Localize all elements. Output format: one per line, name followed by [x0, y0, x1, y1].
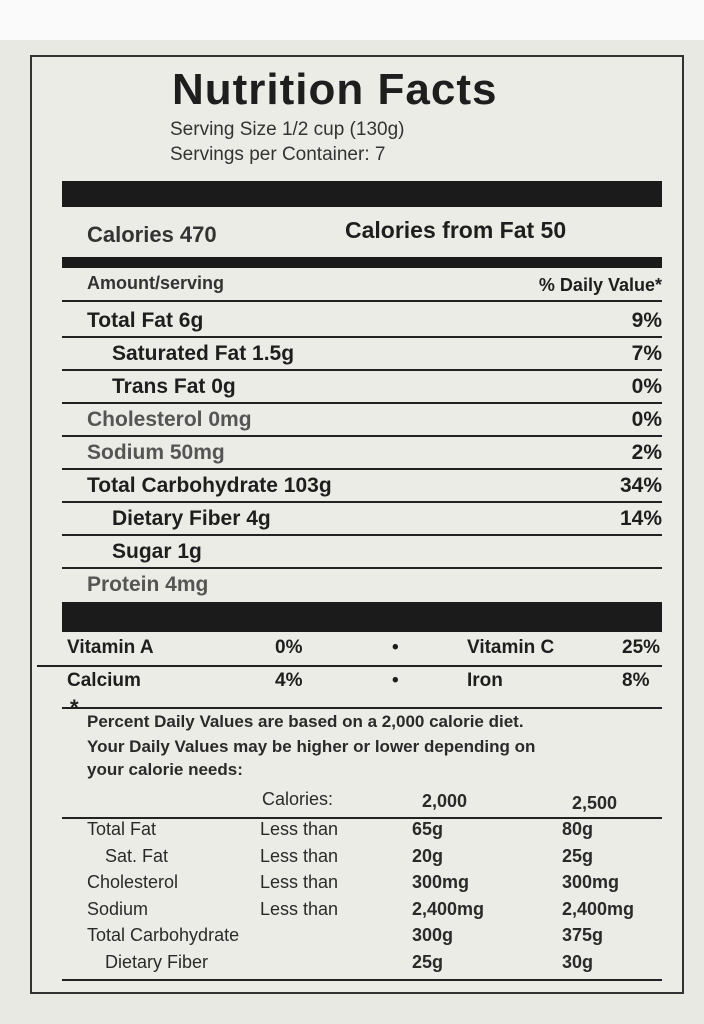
ref-v1: 20g: [412, 845, 444, 866]
background-strip: [0, 0, 704, 40]
nutrient-row: Dietary Fiber 4g 14%: [87, 503, 662, 535]
nutrient-name: Total Carbohydrate 103g: [87, 474, 332, 497]
thick-divider: [62, 602, 662, 632]
nutrient-name: Cholesterol 0mg: [87, 408, 252, 431]
ref-col-2500: 2,500: [572, 793, 618, 813]
nutrient-name: Dietary Fiber 4g: [112, 507, 271, 530]
vitamin-bullet: •: [392, 670, 399, 691]
footnote-line: Percent Daily Values are based on a 2,00…: [87, 712, 524, 731]
ref-qualifier: Less than: [260, 819, 339, 839]
ref-qualifier: Less than: [260, 898, 339, 919]
nutrient-name: Sodium 50mg: [87, 441, 225, 464]
divider: [62, 300, 662, 302]
nutrient-name: Trans Fat 0g: [112, 375, 236, 398]
vitamin-left-value: 0%: [275, 637, 303, 658]
ref-name: Total Fat: [87, 819, 157, 839]
divider: [62, 817, 662, 819]
ref-v1: 300mg: [412, 872, 470, 892]
nutrient-daily-value: 9%: [631, 309, 662, 332]
divider: [62, 501, 662, 503]
ref-col-2000: 2,000: [422, 791, 468, 811]
label-title: Nutrition Facts: [172, 65, 498, 114]
ref-name: Sodium: [87, 898, 149, 919]
nutrition-label: Nutrition Facts Serving Size 1/2 cup (13…: [30, 55, 684, 994]
nutrient-name: Sugar 1g: [112, 540, 202, 563]
amount-per-serving-header: Amount/serving: [87, 273, 225, 293]
divider: [62, 707, 662, 709]
ref-qualifier: Less than: [260, 872, 339, 892]
ref-v2: 80g: [562, 819, 594, 839]
ref-v1: 25g: [412, 951, 444, 972]
ref-calories-label: Calories:: [262, 789, 334, 809]
nutrient-row: Total Carbohydrate 103g 34%: [87, 470, 662, 502]
divider: [62, 534, 662, 536]
ref-qualifier: Less than: [260, 845, 339, 866]
vitamin-bullet: •: [392, 637, 399, 658]
nutrient-row: Saturated Fat 1.5g 7%: [87, 338, 662, 370]
footnote-asterisk: *: [70, 695, 79, 720]
serving-size: Serving Size 1/2 cup (130g): [170, 119, 405, 140]
ref-name: Cholesterol: [87, 872, 179, 892]
nutrient-daily-value: 14%: [619, 507, 662, 530]
calories-from-fat: Calories from Fat 50: [345, 217, 567, 243]
footnote-line: your calorie needs:: [87, 760, 243, 779]
thick-divider: [62, 181, 662, 207]
vitamin-left-name: Calcium: [67, 670, 141, 691]
nutrient-name: Protein 4mg: [87, 573, 209, 596]
nutrient-row: Sugar 1g: [87, 536, 662, 568]
ref-v2: 375g: [562, 925, 604, 945]
divider: [62, 369, 662, 371]
nutrient-daily-value: 2%: [631, 441, 662, 464]
divider: [62, 402, 662, 404]
nutrient-row: Trans Fat 0g 0%: [87, 371, 662, 403]
nutrient-daily-value: 0%: [631, 375, 662, 398]
divider: [62, 567, 662, 569]
divider: [62, 435, 662, 437]
divider: [62, 468, 662, 470]
nutrient-daily-value: 34%: [619, 474, 662, 497]
ref-v1: 65g: [412, 819, 444, 839]
nutrient-row: Sodium 50mg 2%: [87, 437, 662, 469]
nutrient-name: Saturated Fat 1.5g: [112, 342, 295, 365]
nutrient-name: Total Fat 6g: [87, 309, 204, 332]
vitamin-right-name: Iron: [467, 670, 503, 691]
vitamin-right-value: 8%: [622, 670, 650, 691]
footnote-line: Your Daily Values may be higher or lower…: [87, 737, 536, 756]
calories: Calories 470: [87, 222, 217, 247]
nutrient-row: Total Fat 6g 9%: [87, 305, 662, 337]
ref-v1: 2,400mg: [412, 898, 485, 919]
ref-v2: 25g: [562, 845, 594, 866]
ref-v2: 2,400mg: [562, 898, 635, 919]
ref-name: Total Carbohydrate: [87, 925, 240, 945]
ref-v2: 30g: [562, 951, 594, 972]
vitamin-left-value: 4%: [275, 670, 303, 691]
divider: [62, 336, 662, 338]
ref-name: Sat. Fat: [105, 845, 169, 866]
vitamin-left-name: Vitamin A: [67, 637, 154, 658]
nutrient-row: Cholesterol 0mg 0%: [87, 404, 662, 436]
divider: [62, 979, 662, 981]
nutrient-daily-value: 7%: [631, 342, 662, 365]
nutrient-daily-value: 0%: [631, 408, 662, 431]
divider: [37, 665, 662, 667]
nutrient-row: Protein 4mg: [87, 569, 662, 601]
daily-value-header: % Daily Value*: [538, 275, 662, 295]
medium-divider: [62, 257, 662, 268]
ref-name: Dietary Fiber: [105, 951, 209, 972]
ref-v1: 300g: [412, 925, 454, 945]
ref-v2: 300mg: [562, 872, 620, 892]
vitamin-right-value: 25%: [622, 637, 661, 658]
vitamin-right-name: Vitamin C: [467, 637, 555, 658]
servings-per-container: Servings per Container: 7: [170, 144, 386, 165]
